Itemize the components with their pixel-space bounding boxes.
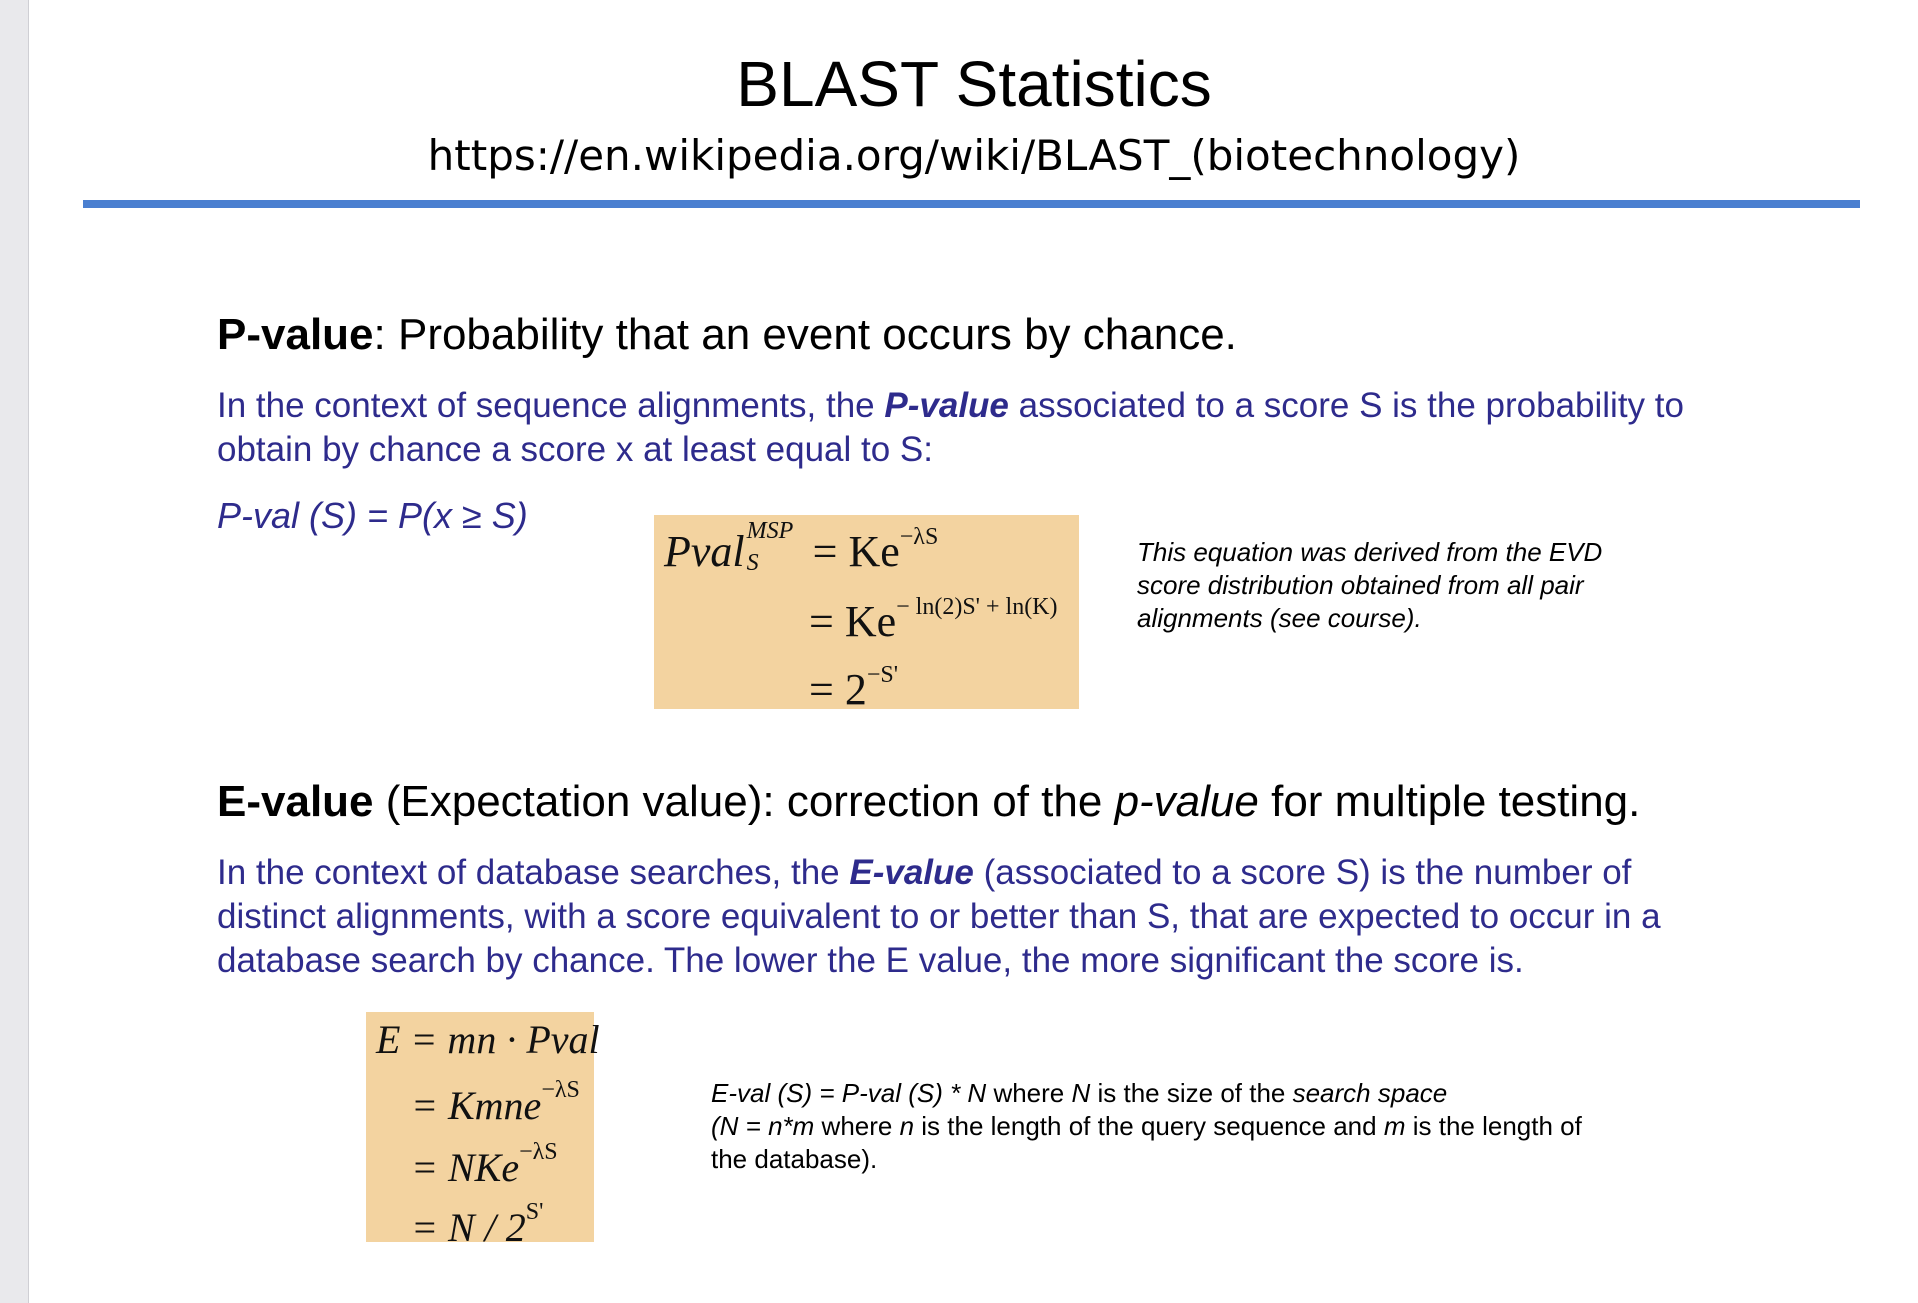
pvalue-eq-line-1: Pval MSP S = Ke−λS	[664, 519, 939, 576]
evalue-para-part2: (associated to a score S) is the number …	[217, 853, 1661, 980]
pvalue-eq-line-2: = Ke− ln(2)S' + ln(K)	[809, 595, 1058, 644]
pvalue-note-text: This equation was derived from the EVD s…	[1137, 537, 1603, 633]
evalue-eq-line-4: = N / 2S'	[411, 1200, 543, 1248]
evalue-note-i: is the length of the query sequence and	[914, 1111, 1384, 1141]
evalue-note: E-val (S) = P-val (S) * N where N is the…	[711, 1077, 1611, 1176]
evalue-heading-em: p-value	[1114, 777, 1259, 826]
pvalue-eq-rhs-3: = 2	[809, 665, 867, 714]
evalue-note-f: (N = n*m	[711, 1111, 815, 1141]
pvalue-eq-sup: MSP	[746, 518, 794, 544]
pvalue-eq-line-3: = 2−S'	[809, 663, 898, 712]
evalue-note-e: search space	[1292, 1078, 1448, 1108]
pvalue-eq-rhs-2: = Ke	[809, 597, 897, 646]
evalue-paragraph: In the context of database searches, the…	[217, 851, 1737, 983]
pvalue-para-part1: In the context of sequence alignments, t…	[217, 386, 885, 425]
evalue-eq-4: = N / 2	[411, 1205, 526, 1250]
source-url: https://en.wikipedia.org/wiki/BLAST_(bio…	[427, 131, 1521, 180]
evalue-note-b: where	[986, 1078, 1072, 1108]
evalue-eq-exp-3: −λS	[519, 1139, 558, 1165]
evalue-eq-exp-4: S'	[525, 1199, 544, 1225]
pvalue-paragraph: In the context of sequence alignments, t…	[217, 384, 1737, 472]
evalue-note-d: is the size of the	[1090, 1078, 1293, 1108]
evalue-note-j: m	[1383, 1111, 1406, 1141]
evalue-eq-2: = Kmne	[411, 1083, 542, 1128]
evalue-heading-end: for multiple testing.	[1258, 777, 1641, 826]
pvalue-note: This equation was derived from the EVD s…	[1137, 536, 1657, 635]
pvalue-eq-exp-2: − ln(2)S' + ln(K)	[896, 594, 1058, 620]
evalue-eq-line-3: = NKe−λS	[411, 1140, 558, 1188]
evalue-eq-3: = NKe	[411, 1145, 520, 1190]
evalue-eq-exp-2: −λS	[541, 1077, 580, 1103]
pvalue-formula: P-val (S) = P(x ≥ S)	[217, 495, 528, 536]
evalue-eq-line-2: = Kmne−λS	[411, 1078, 580, 1126]
pvalue-eq-rhs-1: = Ke	[812, 527, 900, 576]
evalue-eq-1: E = mn · Pval	[376, 1017, 600, 1062]
pvalue-eq-exp-1: −λS	[899, 524, 939, 550]
evalue-note-a: E-val (S) = P-val (S) * N	[711, 1078, 987, 1108]
title-rule	[83, 200, 1860, 208]
slide-title: BLAST Statistics	[736, 48, 1212, 120]
evalue-note-h: n	[899, 1111, 915, 1141]
evalue-equation-box: E = mn · Pval = Kmne−λS = NKe−λS = N / 2…	[366, 1012, 600, 1248]
evalue-heading-term: E-value	[217, 777, 374, 826]
evalue-heading-mid: (Expectation value): correction of the	[373, 777, 1115, 826]
evalue-heading: E-value (Expectation value): correction …	[217, 777, 1640, 828]
pvalue-eq-sub: S	[746, 550, 759, 576]
evalue-para-part1: In the context of database searches, the	[217, 853, 850, 892]
pvalue-para-term: P-value	[884, 386, 1009, 425]
evalue-note-g: where	[814, 1111, 900, 1141]
evalue-eq-line-1: E = mn · Pval	[376, 1020, 600, 1060]
evalue-note-k: is the length of the database).	[711, 1111, 1582, 1174]
pvalue-equation-box: Pval MSP S = Ke−λS = Ke− ln(2)S' + ln(K) = …	[654, 515, 1079, 712]
pvalue-heading: P-value: Probability that an event occur…	[217, 310, 1237, 361]
pvalue-eq-lhs: Pval	[664, 527, 745, 576]
pvalue-heading-term: P-value	[217, 310, 374, 359]
slide: BLAST Statistics https://en.wikipedia.or…	[28, 0, 1918, 1303]
pvalue-heading-text: : Probability that an event occurs by ch…	[373, 310, 1237, 359]
pvalue-para-part2: associated to a score S is the probabili…	[217, 386, 1684, 469]
pvalue-eq-exp-3: −S'	[866, 662, 899, 688]
evalue-para-term: E-value	[849, 853, 974, 892]
evalue-note-c: N	[1071, 1078, 1091, 1108]
